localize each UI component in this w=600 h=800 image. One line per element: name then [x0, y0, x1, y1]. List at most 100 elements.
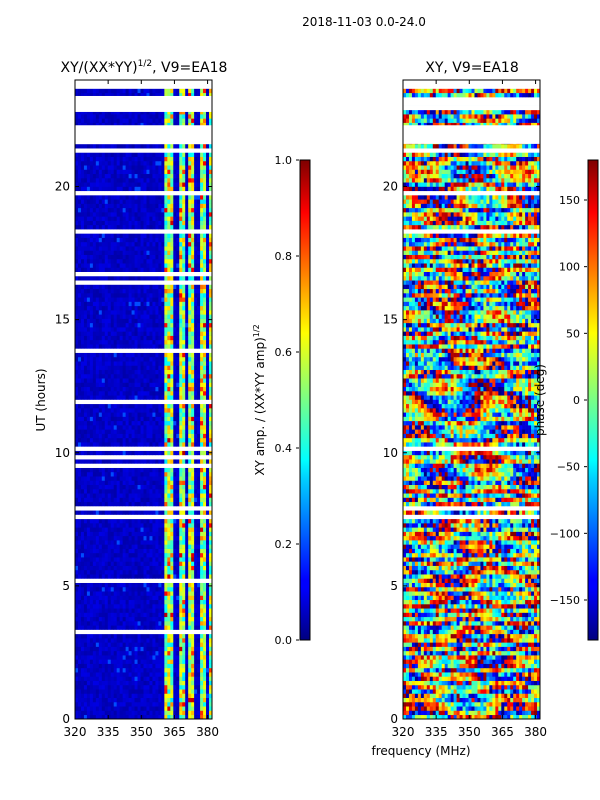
left-heatmap-cell	[158, 352, 162, 358]
left-heatmap-cell	[185, 544, 189, 549]
left-heatmap-cell	[83, 523, 88, 528]
left-heatmap-cell	[179, 442, 183, 447]
left-heatmap-cell	[134, 433, 138, 439]
left-heatmap-cell	[149, 497, 153, 503]
left-heatmap-cell	[75, 412, 79, 417]
left-heatmap-cell	[137, 356, 141, 362]
left-heatmap-cell	[161, 207, 165, 213]
left-heatmap-cell	[125, 706, 129, 711]
left-heatmap-cell	[146, 603, 150, 609]
left-heatmap-cell	[89, 518, 94, 524]
left-heatmap-cell	[140, 591, 144, 596]
left-heatmap-cell	[167, 267, 171, 272]
left-heatmap-cell	[152, 250, 156, 255]
left-heatmap-cell	[197, 706, 201, 711]
left-heatmap-cell	[131, 327, 135, 332]
left-heatmap-cell	[149, 655, 153, 660]
left-heatmap-cell	[164, 693, 168, 698]
left-heatmap-blank-row	[75, 446, 212, 451]
left-heatmap-cell	[176, 480, 180, 485]
left-heatmap-cell	[86, 284, 91, 290]
left-heatmap-cell	[182, 701, 186, 707]
left-heatmap-cell	[164, 322, 168, 328]
left-heatmap-cell	[113, 284, 117, 290]
left-heatmap-cell	[185, 263, 189, 268]
left-heatmap-cell	[200, 540, 204, 545]
left-heatmap-cell	[80, 603, 85, 609]
left-heatmap-cell	[77, 305, 82, 311]
left-heatmap-cell	[119, 216, 123, 221]
left-heatmap-cell	[197, 250, 201, 255]
left-heatmap-cell	[143, 638, 147, 643]
left-heatmap-cell	[131, 352, 135, 358]
left-heatmap-cell	[125, 297, 129, 302]
left-heatmap-cell	[200, 301, 204, 307]
left-heatmap-cell	[75, 701, 79, 707]
left-heatmap-cell	[203, 667, 207, 673]
left-heatmap-cell	[143, 250, 147, 255]
left-heatmap-cell	[83, 395, 88, 400]
left-heatmap-cell	[170, 425, 174, 430]
left-heatmap-cell	[83, 497, 88, 503]
left-heatmap-cell	[137, 437, 141, 443]
left-heatmap-cell	[149, 603, 153, 609]
left-heatmap-cell	[104, 667, 109, 673]
left-heatmap-cell	[197, 595, 201, 601]
left-heatmap-cell	[158, 293, 162, 298]
left-heatmap-cell	[143, 212, 147, 217]
left-heatmap-cell	[200, 603, 204, 609]
left-heatmap-cell	[191, 544, 195, 549]
left-heatmap-cell	[149, 369, 153, 375]
left-heatmap-cell	[104, 429, 109, 434]
left-heatmap-cell	[104, 241, 109, 247]
left-heatmap-cell	[164, 369, 168, 375]
left-heatmap-cell	[167, 697, 171, 703]
left-heatmap-cell	[86, 267, 91, 272]
left-heatmap-cell	[191, 373, 195, 379]
left-heatmap-cell	[200, 676, 204, 681]
left-heatmap-cell	[155, 544, 159, 549]
left-heatmap-cell	[179, 437, 183, 443]
left-heatmap-cell	[188, 633, 192, 639]
left-heatmap-cell	[155, 616, 159, 622]
left-heatmap-cell	[173, 561, 177, 566]
left-heatmap-cell	[116, 642, 120, 647]
left-heatmap-cell	[95, 680, 100, 686]
left-heatmap-cell	[161, 263, 165, 268]
left-heatmap-cell	[125, 616, 129, 622]
left-heatmap-cell	[128, 544, 132, 549]
left-heatmap-cell	[92, 344, 97, 349]
left-heatmap-cell	[194, 608, 198, 613]
left-heatmap-cell	[161, 484, 165, 490]
left-heatmap-cell	[134, 344, 138, 349]
left-heatmap-cell	[164, 548, 168, 554]
left-heatmap-cell	[200, 322, 204, 328]
left-heatmap-cell	[164, 672, 168, 677]
left-heatmap-cell	[194, 642, 198, 647]
left-heatmap-cell	[89, 297, 94, 302]
left-heatmap-cell	[101, 322, 106, 328]
left-heatmap-cell	[116, 416, 120, 422]
left-heatmap-cell	[122, 220, 126, 226]
left-heatmap-cell	[113, 663, 117, 669]
left-heatmap-cell	[113, 433, 117, 439]
left-heatmap-cell	[89, 586, 94, 592]
left-heatmap-cell	[200, 480, 204, 485]
left-heatmap-cell	[155, 676, 159, 681]
left-heatmap-cell	[131, 476, 135, 481]
left-heatmap-cell	[149, 667, 153, 673]
left-heatmap-cell	[122, 531, 126, 537]
left-heatmap-cell	[203, 476, 207, 481]
left-heatmap-cell	[185, 395, 189, 400]
left-heatmap-cell	[107, 459, 112, 464]
left-heatmap-cell	[80, 552, 85, 558]
left-heatmap-cell	[140, 663, 144, 669]
left-heatmap-cell	[140, 318, 144, 324]
left-heatmap-cell	[170, 382, 174, 388]
left-heatmap-cell	[194, 493, 198, 498]
left-heatmap-cell	[110, 663, 115, 669]
left-heatmap-cell	[167, 672, 171, 677]
left-heatmap-cell	[152, 484, 156, 490]
left-heatmap-cell	[95, 425, 100, 430]
left-heatmap-cell	[206, 484, 210, 490]
